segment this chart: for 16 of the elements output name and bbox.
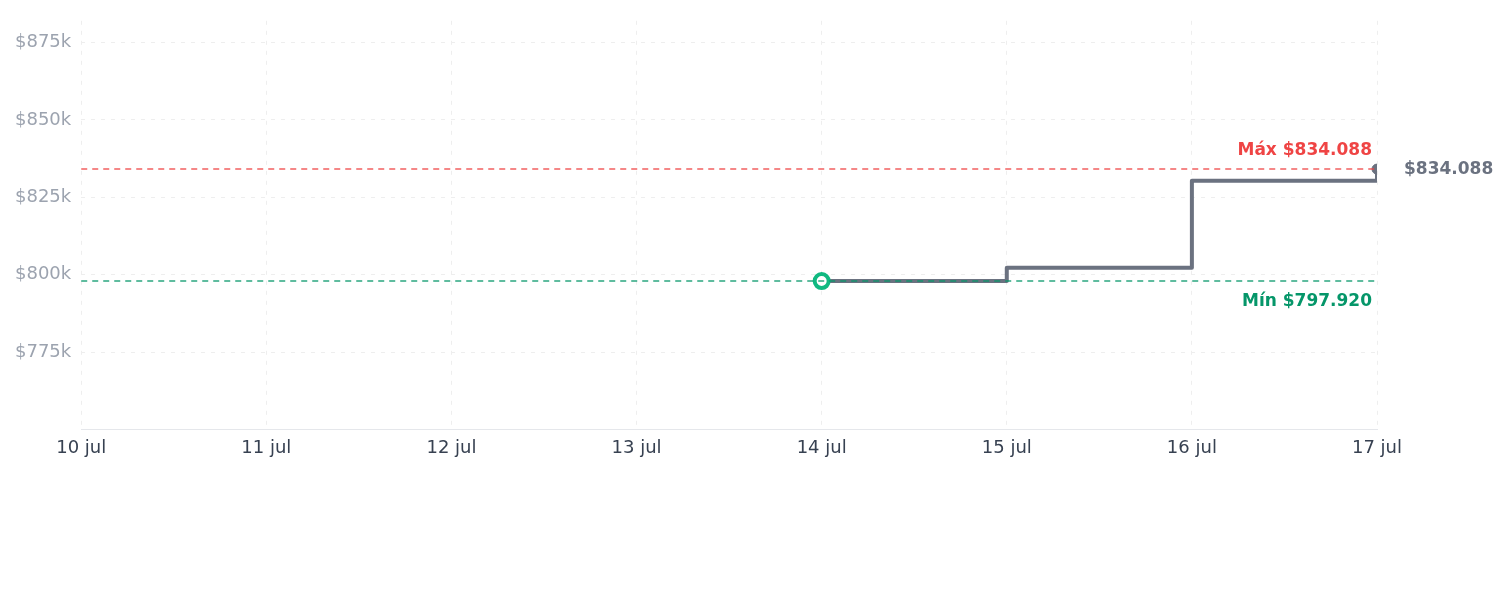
y-tick-label: $875k (15, 30, 72, 52)
ref-line-label: Máx $834.088 (1237, 139, 1372, 160)
x-tick-label: 11 jul (241, 435, 292, 457)
x-tick-label: 17 jul (1351, 435, 1403, 457)
x-tick-label: 14 jul (796, 435, 847, 457)
x-tick-label: 12 jul (426, 435, 477, 457)
y-tick-label: $775k (15, 339, 72, 361)
y-tick-label: $800k (15, 262, 72, 284)
x-tick-label: 13 jul (611, 435, 662, 457)
y-tick-label: $850k (15, 107, 72, 129)
y-tick-label: $825k (15, 184, 72, 206)
x-tick-label: 15 jul (981, 435, 1032, 457)
x-tick-label: 10 jul (56, 435, 107, 457)
data-label: $834.088 (1404, 157, 1494, 178)
x-tick-label: 16 jul (1166, 435, 1217, 457)
ref-line-label: Mín $797.920 (1241, 289, 1373, 310)
